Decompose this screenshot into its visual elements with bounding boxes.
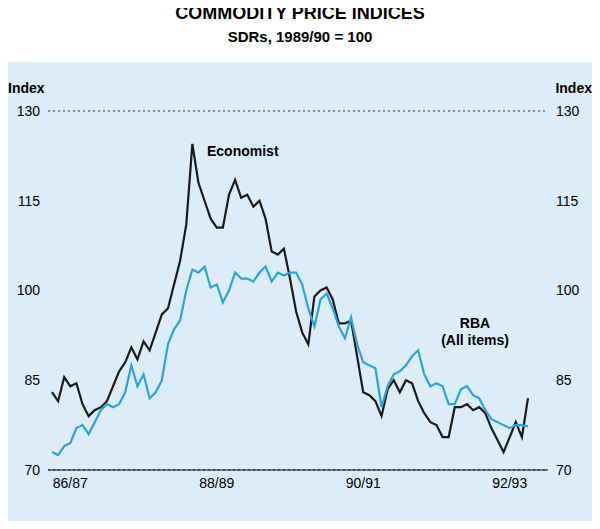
svg-text:130: 130	[17, 103, 41, 119]
svg-text:70: 70	[556, 462, 572, 478]
svg-text:115: 115	[556, 193, 579, 209]
svg-text:85: 85	[24, 372, 40, 388]
svg-text:88/89: 88/89	[199, 475, 234, 491]
html-text:Economist: Economist	[207, 143, 279, 159]
html-text:RBA: RBA	[459, 315, 491, 331]
svg-text:86/87: 86/87	[53, 475, 88, 491]
html-text:SDRs, 1989/90 = 100: SDRs, 1989/90 = 100	[227, 28, 373, 45]
svg-text:85: 85	[556, 372, 572, 388]
svg-text:100: 100	[17, 282, 41, 298]
html-text:(All items): (All items)	[441, 332, 509, 348]
svg-text:115: 115	[18, 193, 41, 209]
svg-text:90/91: 90/91	[346, 475, 381, 491]
svg-text:130: 130	[556, 103, 580, 119]
svg-text:100: 100	[556, 282, 580, 298]
html-text:Index: Index	[8, 80, 45, 96]
html-text:COMMODITY PRICE INDICES: COMMODITY PRICE INDICES	[175, 3, 425, 23]
svg-text:92/93: 92/93	[492, 475, 527, 491]
html-text:Index: Index	[555, 80, 592, 96]
svg-text:70: 70	[24, 462, 40, 478]
